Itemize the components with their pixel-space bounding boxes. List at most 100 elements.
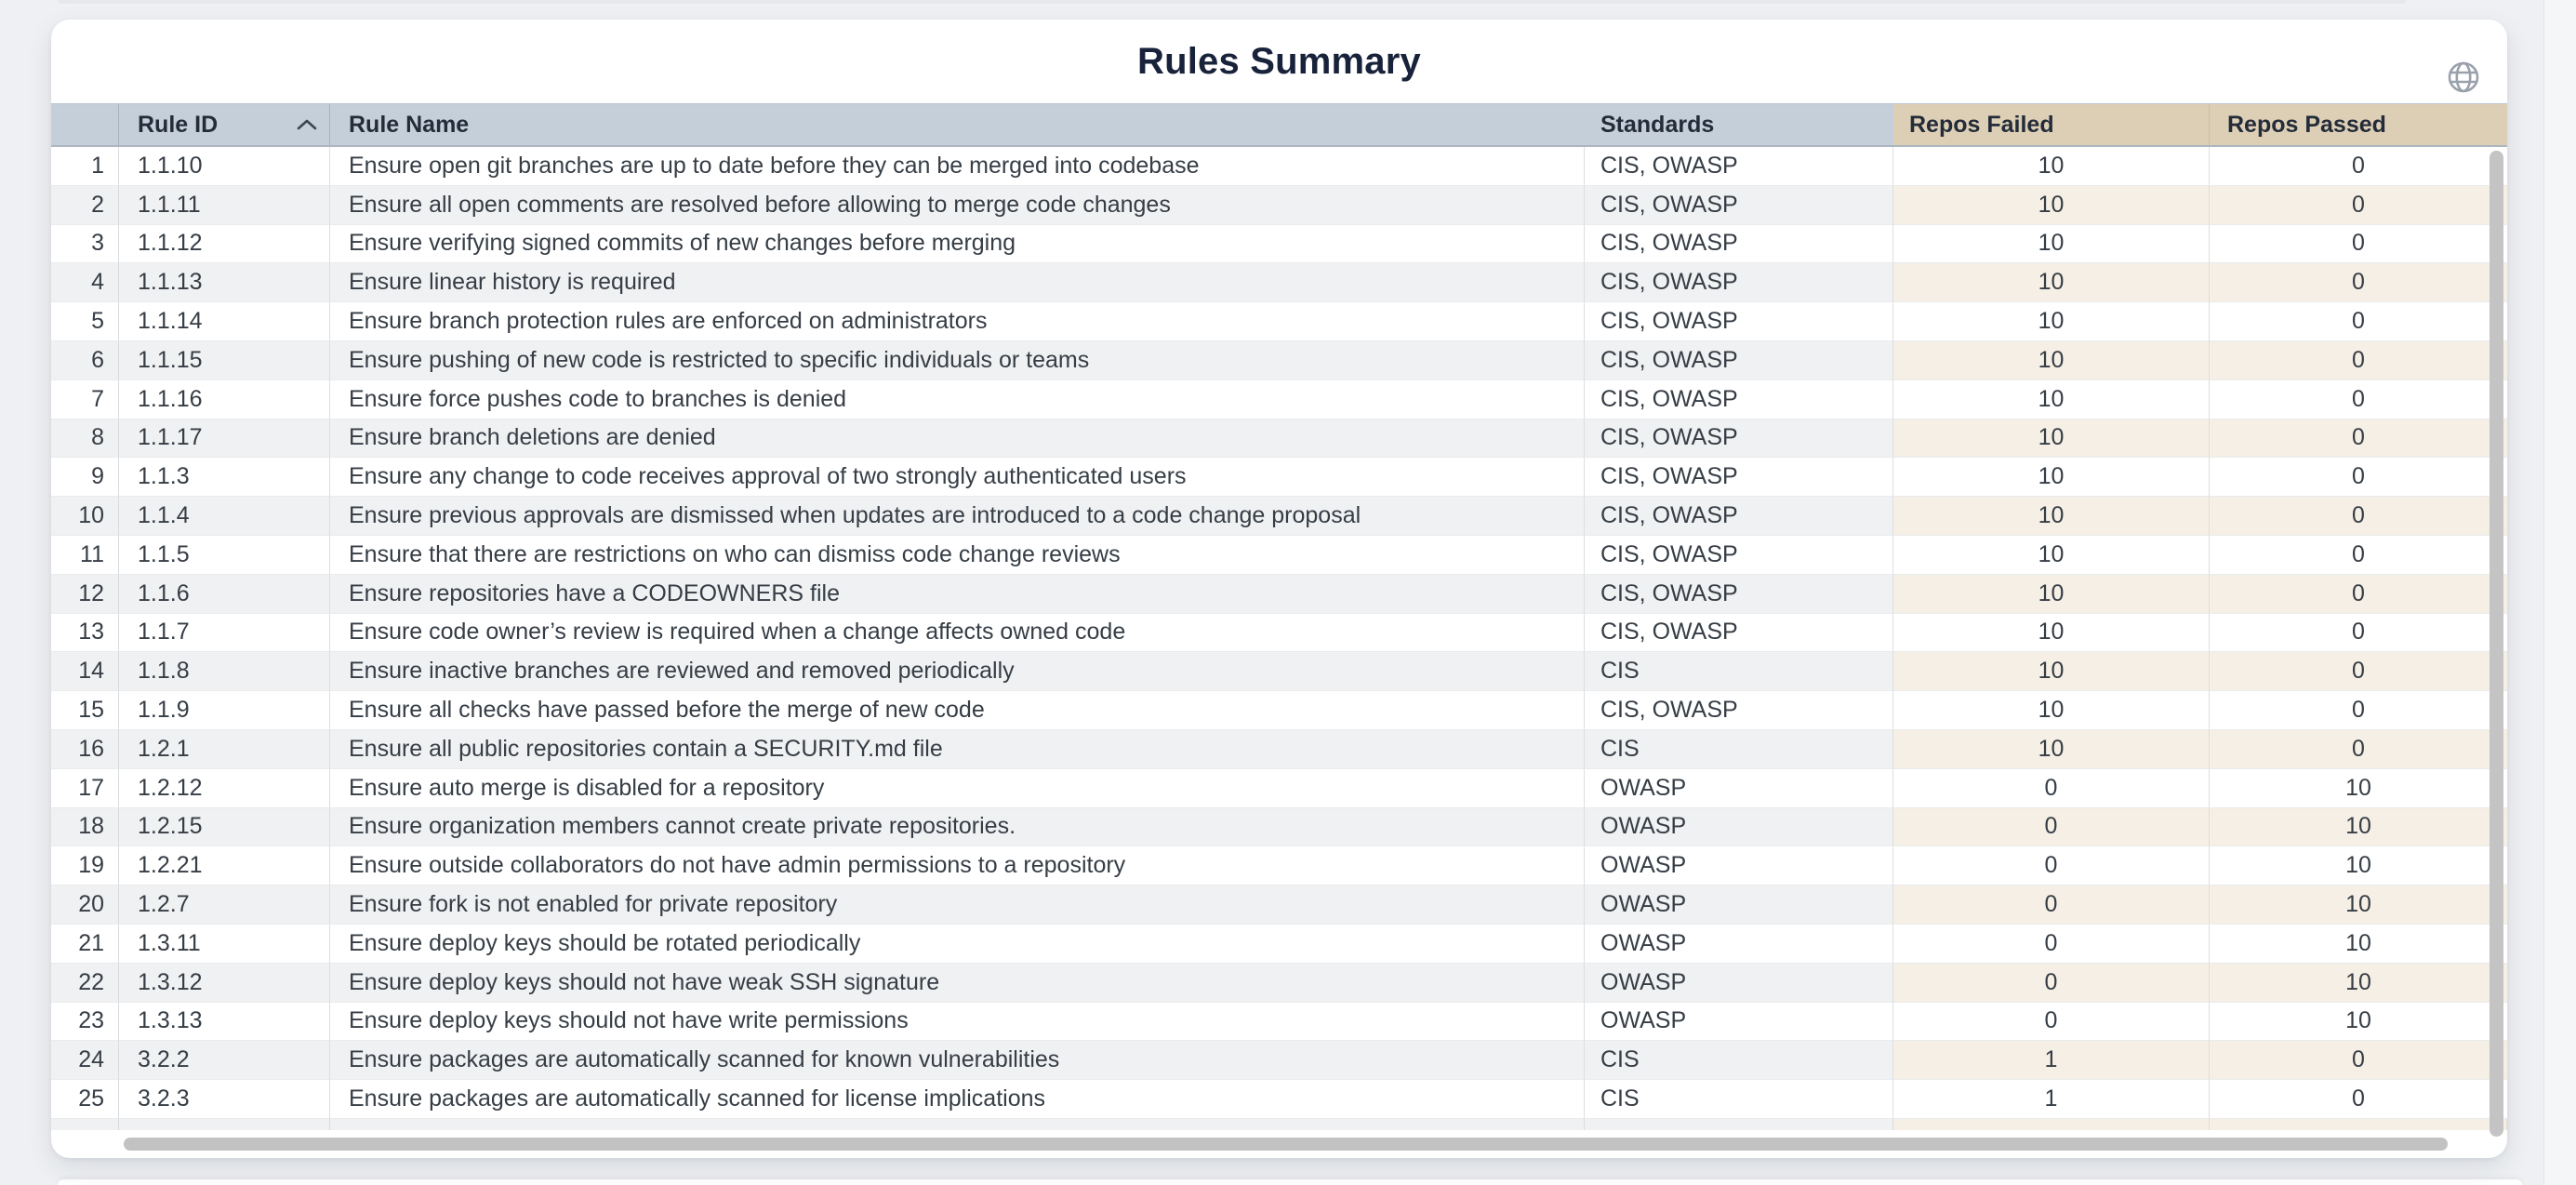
cell-standards: CIS, OWASP bbox=[1585, 340, 1893, 380]
table-row[interactable]: 22 1.3.12 Ensure deploy keys should not ha… bbox=[51, 963, 2507, 1003]
cell-rule-id: 1.1.13 bbox=[119, 263, 330, 303]
cell-rule-name: Ensure deploy keys should not have weak … bbox=[330, 963, 1585, 1003]
cell-rule-name: Ensure open git branches are up to date … bbox=[330, 147, 1585, 186]
right-panel-edge bbox=[2543, 0, 2576, 1185]
card-above-edge bbox=[58, 0, 2407, 4]
cell-rule-name: Ensure verifying signed commits of new c… bbox=[330, 224, 1585, 264]
globe-icon[interactable] bbox=[2446, 60, 2481, 95]
cell-row-number: 19 bbox=[51, 846, 119, 886]
cell-rule-id: 1.1.4 bbox=[119, 497, 330, 536]
cell-rule-id: 1.1.16 bbox=[119, 379, 330, 419]
cell-rule-id: 1.1.5 bbox=[119, 535, 330, 575]
cell-repos-passed: 0 bbox=[2210, 340, 2507, 380]
cell-rule-id: 1.1.11 bbox=[119, 185, 330, 225]
cell-row-number: 13 bbox=[51, 613, 119, 653]
cell-repos-passed: 10 bbox=[2210, 846, 2507, 886]
table-row[interactable]: 16 1.2.1 Ensure all public repositories co… bbox=[51, 729, 2507, 769]
cell-row-number: 9 bbox=[51, 458, 119, 498]
cell-repos-passed: 0 bbox=[2210, 535, 2507, 575]
cell-repos-passed: 0 bbox=[2210, 574, 2507, 614]
table-row[interactable]: 24 3.2.2 Ensure packages are automatically… bbox=[51, 1041, 2507, 1081]
cell-rule-name: Ensure pushing of new code is restricted… bbox=[330, 340, 1585, 380]
table-row[interactable]: 18 1.2.15 Ensure organization members cann… bbox=[51, 807, 2507, 847]
table-row[interactable]: 2 1.1.11 Ensure all open comments are reso… bbox=[51, 185, 2507, 225]
table-row[interactable]: 5 1.1.14 Ensure branch protection rules ar… bbox=[51, 302, 2507, 341]
cell-rule-name: Ensure inactive branches are reviewed an… bbox=[330, 652, 1585, 692]
cell-repos-failed: 10 bbox=[1893, 185, 2210, 225]
cell-standards: OWASP bbox=[1585, 885, 1893, 925]
cell-rule-id: 3.2.3 bbox=[119, 1080, 330, 1119]
cell-rule-name: Ensure deploy keys should be rotated per… bbox=[330, 924, 1585, 964]
cell-rule-name: Ensure branch deletions are denied bbox=[330, 419, 1585, 459]
cell-repos-failed: 10 bbox=[1893, 147, 2210, 186]
cell-row-number: 14 bbox=[51, 652, 119, 692]
table-row[interactable]: 9 1.1.3 Ensure any change to code receives… bbox=[51, 458, 2507, 498]
cell-row-number: 15 bbox=[51, 691, 119, 730]
table-row[interactable]: 4 1.1.13 Ensure linear history is required… bbox=[51, 263, 2507, 303]
cell-rule-id: 1.3.12 bbox=[119, 963, 330, 1003]
cell-repos-passed: 0 bbox=[2210, 1041, 2507, 1081]
cell-repos-passed: 10 bbox=[2210, 924, 2507, 964]
cell-standards: CIS bbox=[1585, 729, 1893, 769]
vertical-scrollbar[interactable] bbox=[2490, 151, 2503, 1137]
table-row[interactable]: 17 1.2.12 Ensure auto merge is disabled fo… bbox=[51, 768, 2507, 808]
cell-repos-passed: 0 bbox=[2210, 263, 2507, 303]
table-row[interactable]: 21 1.3.11 Ensure deploy keys should be rot… bbox=[51, 924, 2507, 964]
table-row[interactable]: 19 1.2.21 Ensure outside collaborators do … bbox=[51, 846, 2507, 886]
cell-row-number: 3 bbox=[51, 224, 119, 264]
header-rule-name[interactable]: Rule Name bbox=[330, 104, 1585, 145]
cell-row-number: 18 bbox=[51, 807, 119, 847]
cell-repos-failed: 10 bbox=[1893, 224, 2210, 264]
cell-repos-passed: 0 bbox=[2210, 652, 2507, 692]
cell-standards: CIS, OWASP bbox=[1585, 691, 1893, 730]
table-row[interactable]: 7 1.1.16 Ensure force pushes code to branc… bbox=[51, 379, 2507, 419]
cell-standards: CIS, OWASP bbox=[1585, 497, 1893, 536]
cell-repos-passed: 0 bbox=[2210, 419, 2507, 459]
cell-rule-id: 1.2.7 bbox=[119, 885, 330, 925]
table-row[interactable]: 15 1.1.9 Ensure all checks have passed bef… bbox=[51, 691, 2507, 730]
cell-repos-passed: 0 bbox=[2210, 691, 2507, 730]
table-row[interactable]: 23 1.3.13 Ensure deploy keys should not ha… bbox=[51, 1002, 2507, 1042]
sort-ascending-icon bbox=[296, 118, 318, 131]
cell-rule-id: 1.1.9 bbox=[119, 691, 330, 730]
cell-row-number: 25 bbox=[51, 1080, 119, 1119]
cell-rule-name: Ensure previous approvals are dismissed … bbox=[330, 497, 1585, 536]
cell-rule-id: 1.1.15 bbox=[119, 340, 330, 380]
cell-row-number: 23 bbox=[51, 1002, 119, 1042]
header-repos-failed[interactable]: Repos Failed bbox=[1893, 104, 2210, 145]
cell-repos-passed: 10 bbox=[2210, 963, 2507, 1003]
table-row[interactable]: 20 1.2.7 Ensure fork is not enabled for pr… bbox=[51, 885, 2507, 925]
card-below-edge bbox=[58, 1179, 2522, 1185]
cell-repos-failed: 10 bbox=[1893, 729, 2210, 769]
cell-repos-failed: 1 bbox=[1893, 1080, 2210, 1119]
header-standards[interactable]: Standards bbox=[1585, 104, 1893, 145]
table-row[interactable]: 10 1.1.4 Ensure previous approvals are dis… bbox=[51, 497, 2507, 536]
cell-rule-id: 1.1.3 bbox=[119, 458, 330, 498]
table-row[interactable]: 3 1.1.12 Ensure verifying signed commits o… bbox=[51, 224, 2507, 264]
table-row[interactable]: 1 1.1.10 Ensure open git branches are up t… bbox=[51, 147, 2507, 186]
cell-row-number: 11 bbox=[51, 535, 119, 575]
table-row[interactable]: 8 1.1.17 Ensure branch deletions are denie… bbox=[51, 419, 2507, 459]
cell-rule-id: 1.1.6 bbox=[119, 574, 330, 614]
header-rule-id[interactable]: Rule ID bbox=[119, 104, 330, 145]
table-row[interactable]: 25 3.2.3 Ensure packages are automatically… bbox=[51, 1080, 2507, 1119]
cell-standards: OWASP bbox=[1585, 1002, 1893, 1042]
cell-row-number: 22 bbox=[51, 963, 119, 1003]
cell-repos-failed: 0 bbox=[1893, 846, 2210, 886]
table-row[interactable]: 11 1.1.5 Ensure that there are restriction… bbox=[51, 535, 2507, 575]
cell-row-number: 24 bbox=[51, 1041, 119, 1081]
cell-repos-passed: 0 bbox=[2210, 147, 2507, 186]
table-row[interactable]: 12 1.1.6 Ensure repositories have a CODEOW… bbox=[51, 574, 2507, 614]
cell-row-number: 7 bbox=[51, 379, 119, 419]
cell-row-number: 1 bbox=[51, 147, 119, 186]
horizontal-scrollbar[interactable] bbox=[124, 1138, 2448, 1151]
cell-rule-id: 1.1.12 bbox=[119, 224, 330, 264]
table-row[interactable]: 13 1.1.7 Ensure code owner’s review is req… bbox=[51, 613, 2507, 653]
header-repos-passed[interactable]: Repos Passed bbox=[2210, 104, 2507, 145]
cell-repos-failed: 10 bbox=[1893, 263, 2210, 303]
cell-repos-failed: 10 bbox=[1893, 419, 2210, 459]
table-row[interactable]: 6 1.1.15 Ensure pushing of new code is res… bbox=[51, 340, 2507, 380]
cell-standards: CIS, OWASP bbox=[1585, 535, 1893, 575]
rules-summary-card: Rules Summary Rule ID Rule Name Standard… bbox=[51, 20, 2507, 1158]
table-row[interactable]: 14 1.1.8 Ensure inactive branches are revi… bbox=[51, 652, 2507, 692]
